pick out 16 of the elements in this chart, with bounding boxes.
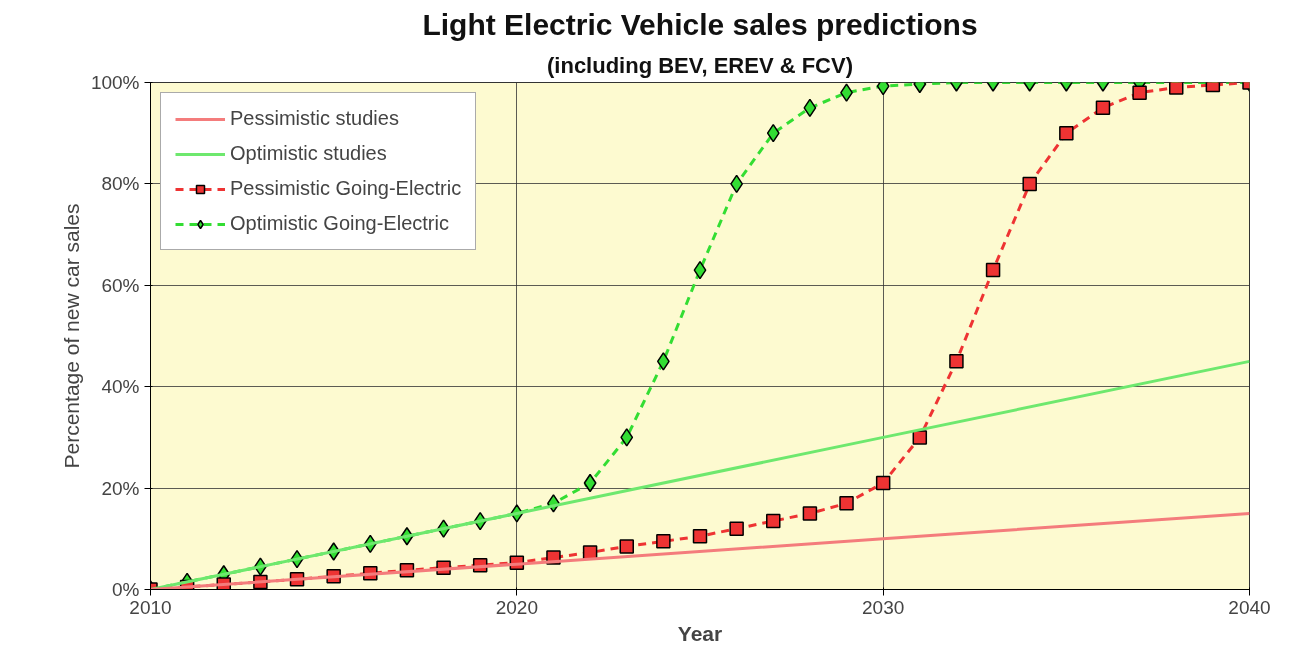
legend-label: Pessimistic Going-Electric [230, 177, 462, 200]
x-tick-label: 2040 [1228, 596, 1271, 618]
y-tick-label: 20% [101, 477, 140, 499]
chart-title: Light Electric Vehicle sales predictions [422, 7, 978, 41]
x-tick-label: 2020 [495, 596, 538, 618]
y-tick-label: 100% [90, 72, 140, 93]
x-tick-label: 2030 [862, 596, 905, 618]
legend-label: Pessimistic studies [230, 107, 399, 130]
y-axis-title: Percentage of new car sales [59, 203, 83, 469]
legend-label: Optimistic studies [230, 142, 387, 165]
y-tick-label: 40% [101, 376, 140, 398]
y-tick-label: 60% [101, 274, 140, 296]
x-axis-title: Year [677, 621, 723, 645]
legend-label: Optimistic Going-Electric [230, 212, 449, 235]
chart-subtitle: (including BEV, EREV & FCV) [547, 52, 853, 78]
y-tick-label: 80% [101, 173, 140, 195]
